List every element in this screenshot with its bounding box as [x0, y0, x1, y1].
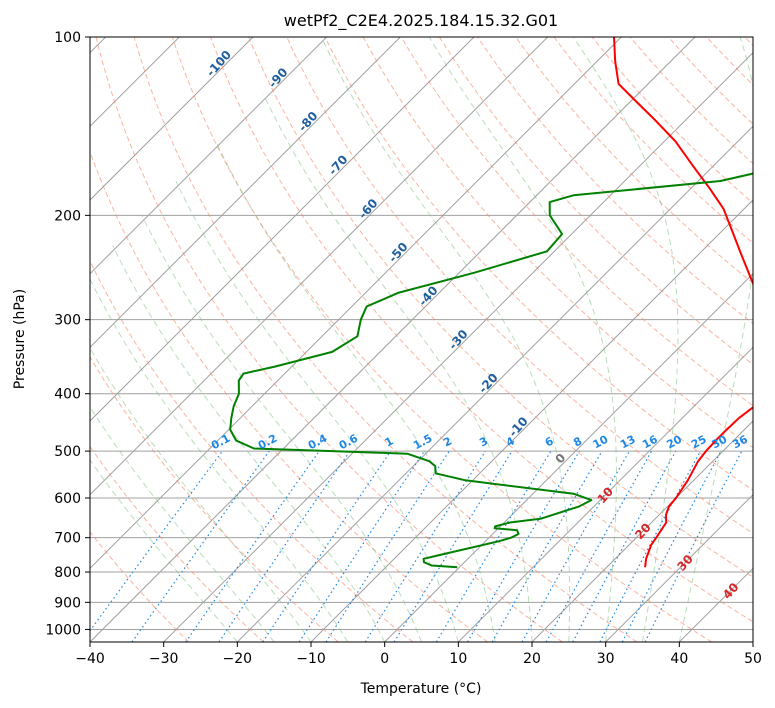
- y-tick-label: 800: [54, 565, 81, 581]
- moist-adiabat-line: [572, 37, 679, 642]
- mixing-ratio-label: 20: [664, 433, 684, 452]
- mixing-ratio-line: [466, 450, 580, 642]
- y-tick-label: 100: [54, 30, 81, 46]
- moist-adiabat-line: [263, 94, 533, 642]
- x-tick-label: 20: [523, 651, 541, 667]
- moist-adiabat-line: [90, 278, 349, 642]
- isotherm-line: [384, 272, 753, 642]
- dry-adiabat-line: [515, 37, 753, 284]
- chart-title: wetPf2_C2E4.2025.184.15.32.G01: [284, 11, 558, 31]
- x-tick-label: −40: [75, 651, 105, 667]
- temperature-profile: [613, 37, 753, 568]
- x-tick-label: 30: [597, 651, 615, 667]
- moist-adiabat-line: [678, 37, 753, 642]
- mixing-ratio-line: [435, 450, 552, 642]
- mixing-ratio-label: 13: [618, 433, 638, 452]
- dry-adiabat-line: [324, 37, 753, 491]
- mixing-ratio-label: 10: [591, 433, 611, 452]
- dry-adiabat-line: [90, 150, 488, 642]
- x-tick-label: 50: [744, 651, 762, 667]
- mixing-ratio-line: [185, 450, 320, 642]
- mixing-ratio-label: 16: [640, 433, 660, 452]
- moist-adiabat-line: [90, 406, 275, 642]
- moist-adiabat-line: [215, 141, 496, 642]
- dry-adiabat-line: [210, 37, 753, 623]
- dry-adiabat-line: [90, 445, 264, 642]
- isotherm-line: [457, 346, 753, 642]
- mixing-ratio-line: [325, 450, 450, 642]
- isotherm-line: [605, 493, 753, 642]
- mixing-ratio-line: [599, 450, 702, 642]
- isotherm-line: [163, 51, 753, 642]
- dry-adiabat-line: [438, 37, 753, 366]
- isotherm-line: [531, 420, 753, 642]
- moist-adiabat-line: [90, 459, 238, 642]
- dry-adiabat-line: [400, 37, 753, 407]
- x-tick-label: 40: [670, 651, 688, 667]
- dry-adiabat-line: [171, 37, 712, 642]
- x-tick-label: 10: [449, 651, 467, 667]
- mixing-ratio-label: 36: [730, 433, 750, 452]
- isotherm-line: [90, 37, 475, 422]
- y-tick-label: 900: [54, 595, 81, 611]
- y-axis-label: Pressure (hPa): [12, 289, 28, 389]
- x-tick-label: −10: [296, 651, 326, 667]
- y-tick-label: 600: [54, 491, 81, 507]
- moist-adiabat-line: [112, 245, 386, 642]
- isotherm-line: [236, 125, 753, 642]
- mixing-ratio-label: 25: [689, 433, 709, 452]
- mixing-ratio-line: [364, 450, 486, 642]
- dry-adiabat-line: [95, 37, 563, 642]
- isotherm-line: [90, 37, 622, 570]
- isotherm-line: [90, 37, 254, 201]
- y-tick-label: 500: [54, 444, 81, 460]
- mixing-ratio-line: [298, 450, 425, 642]
- isotherm-line: [90, 37, 401, 349]
- dry-adiabat-line: [90, 259, 414, 642]
- moist-adiabat-line: [175, 180, 459, 642]
- moist-adiabat-line: [320, 37, 571, 642]
- x-axis-label: Temperature (°C): [360, 681, 482, 697]
- y-tick-label: 200: [54, 208, 81, 224]
- isotherm-line: [90, 37, 549, 496]
- dry-adiabat-line: [90, 356, 339, 642]
- mixing-ratio-line: [393, 450, 513, 642]
- dry-adiabat-line: [248, 37, 753, 578]
- y-tick-label: 300: [54, 313, 81, 329]
- mixing-ratio-line: [572, 450, 677, 642]
- x-tick-label: 0: [380, 651, 389, 667]
- moist-adiabat-line: [90, 347, 312, 642]
- isotherm-line: [90, 37, 328, 275]
- dewpoint-profile: [229, 172, 753, 569]
- mixing-ratio-label: 30: [710, 433, 730, 452]
- x-tick-label: −20: [223, 651, 253, 667]
- y-tick-label: 1000: [45, 622, 81, 638]
- y-tick-label: 400: [54, 387, 81, 403]
- moist-adiabat-line: [428, 37, 617, 642]
- mixing-ratio-line: [262, 450, 392, 642]
- dry-adiabat-line: [90, 531, 190, 642]
- plot-frame: [89, 36, 754, 643]
- dry-adiabat-line: [133, 37, 638, 642]
- y-tick-label: 700: [54, 531, 81, 547]
- moist-adiabat-line: [141, 215, 422, 642]
- x-tick-label: −30: [149, 651, 179, 667]
- mixing-ratio-line: [218, 450, 351, 642]
